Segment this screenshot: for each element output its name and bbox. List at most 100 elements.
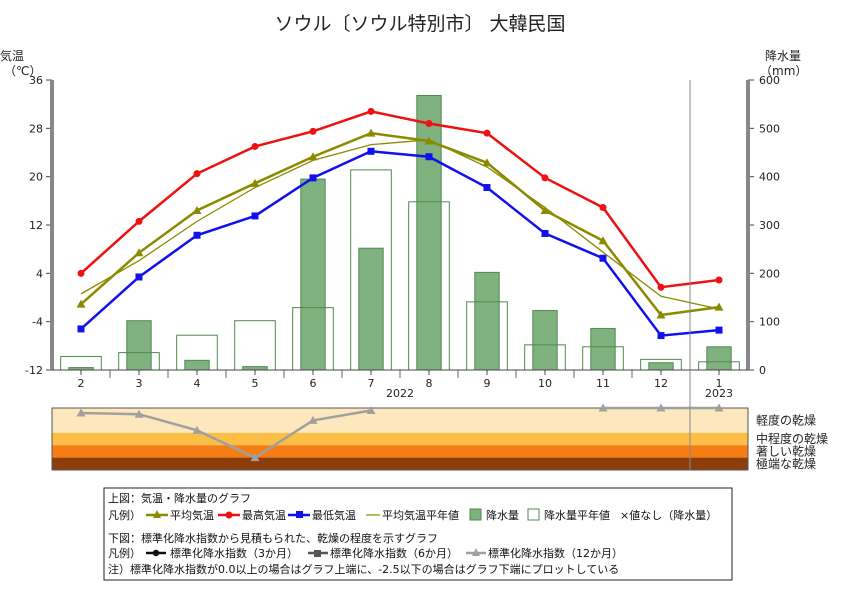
data-point-mean: [76, 299, 86, 308]
data-point-max: [715, 276, 723, 284]
precip-bar: [706, 346, 732, 371]
legend-spi3-marker: [152, 549, 160, 557]
data-point-max: [599, 203, 607, 211]
precip-bar: [242, 366, 268, 371]
dry-level-label: 極端な乾燥: [756, 456, 816, 471]
legend-spi6-label: 標準化降水指数（6か月）: [330, 546, 458, 560]
dry-level-label: 軽度の乾燥: [756, 412, 816, 427]
legend-no-value-note: ×値なし（降水量）: [620, 508, 717, 522]
dry-level-label: 著しい乾燥: [756, 444, 816, 458]
y-left-tick-label: -12: [25, 364, 43, 377]
y-right-tick-label: 400: [759, 171, 780, 184]
dry-frame: [51, 407, 749, 471]
spi12-point: [250, 453, 260, 462]
data-point-min: [193, 231, 201, 239]
series-line: [80, 110, 720, 289]
legend-max-label: 最高気温: [242, 508, 286, 522]
data-point-mean: [366, 128, 376, 137]
data-point-max: [251, 142, 259, 150]
legend-mean-marker: [153, 510, 161, 518]
precip-bar: [532, 310, 558, 371]
data-point-mean: [134, 248, 144, 257]
spi12-line: [80, 409, 372, 460]
chart-title: ソウル〔ソウル特別市〕 大韓民国: [274, 13, 565, 35]
y-left-tick-label: 12: [29, 219, 43, 232]
y-left-tick-label: 36: [29, 74, 43, 87]
year-label: 2023: [705, 387, 733, 400]
legend-spi6-marker: [314, 550, 321, 557]
x-tick-label: 10: [538, 377, 552, 390]
legend: 上図：気温・降水量のグラフ 凡例） 平均気温 最高気温 最低気温 平均気温平年値…: [103, 487, 733, 581]
dry-band-2: [52, 445, 748, 458]
y-left-tick-label: 20: [29, 171, 43, 184]
data-point-min: [77, 325, 85, 333]
spi12-point: [714, 403, 724, 412]
y-right-tick-label: 100: [759, 316, 780, 329]
data-point-mean: [482, 158, 492, 167]
precip-bar: [300, 178, 326, 371]
legend-min-label: 最低気温: [312, 508, 356, 522]
y-left-label-1: 気温: [0, 48, 24, 63]
data-point-max: [483, 129, 491, 137]
y-left-label-2: （℃）: [4, 64, 41, 78]
spi12-point: [656, 403, 666, 412]
x-tick-label: 9: [484, 377, 491, 390]
x-tick-label: 7: [368, 377, 375, 390]
data-point-max: [77, 269, 85, 277]
data-point-mean: [192, 206, 202, 214]
data-point-max: [135, 217, 143, 225]
legend-bottom-title: 下図：標準化降水指数から見積もられた、乾燥の程度を示すグラフ: [108, 531, 438, 545]
y-right-label-1: 降水量: [765, 49, 801, 63]
data-point-mean: [598, 236, 608, 245]
spi12-point: [134, 409, 144, 418]
x-tick-label: 8: [426, 377, 433, 390]
y-left-tick-label: 28: [29, 122, 43, 135]
x-tick-label: 4: [194, 377, 201, 390]
legend-precip-label: 降水量: [486, 508, 519, 522]
y-left-tick-label: 4: [36, 267, 43, 280]
data-point-min: [309, 174, 317, 182]
spi12-point: [76, 408, 86, 417]
plot-area: [52, 80, 748, 370]
data-point-max: [657, 283, 665, 291]
dry-band-1: [52, 432, 748, 446]
x-tick-label: 1: [716, 377, 723, 390]
y-left-tick-label: -4: [32, 316, 43, 329]
data-point-max: [367, 107, 375, 115]
data-point-mean: [250, 178, 260, 187]
legend-min-marker: [296, 511, 303, 518]
x-tick-label: 3: [136, 377, 143, 390]
data-point-mean: [308, 152, 318, 161]
legend-max-marker: [225, 511, 233, 519]
legend-precip-swatch: [469, 508, 482, 521]
data-point-min: [425, 153, 433, 161]
y-right-tick-label: 200: [759, 267, 780, 280]
y-right-tick-label: 500: [759, 122, 780, 135]
data-point-min: [483, 184, 491, 192]
data-point-min: [599, 254, 607, 262]
spi12-point: [308, 415, 318, 424]
legend-spi3-label: 標準化降水指数（3か月）: [170, 546, 298, 560]
dry-band-3: [52, 457, 748, 470]
precip-bar: [590, 327, 616, 371]
data-point-min: [135, 273, 143, 281]
data-point-mean: [540, 206, 550, 214]
precip-bar: [126, 320, 152, 371]
x-tick-label: 12: [654, 377, 668, 390]
temperature-precip-plot: -12 -4 4 12 20 28 36 0 100 200 300 400 500 600 2 3 4 5 6 7 8…: [25, 74, 780, 400]
data-point-mean: [656, 310, 666, 319]
legend-top-prefix: 凡例）: [108, 508, 141, 522]
data-point-min: [657, 332, 665, 340]
dry-band-0: [52, 408, 748, 433]
legend-precip-normal-swatch: [527, 508, 540, 521]
data-point-min: [541, 229, 549, 237]
spi12-point: [598, 403, 608, 412]
y-right-tick-label: 600: [759, 74, 780, 87]
series-line: [80, 139, 720, 310]
precip-bar: [184, 359, 210, 371]
y-right-tick-label: 0: [759, 364, 766, 377]
year-label: 2022: [386, 387, 414, 400]
x-tick-label: 6: [310, 377, 317, 390]
